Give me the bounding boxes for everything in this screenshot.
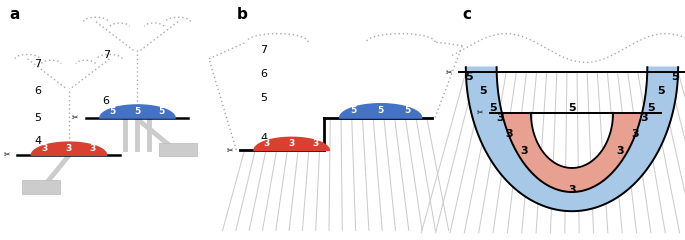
Text: 3: 3 bbox=[631, 129, 639, 139]
Text: 5: 5 bbox=[34, 113, 41, 123]
Text: 3: 3 bbox=[288, 139, 295, 148]
Polygon shape bbox=[466, 67, 678, 211]
Text: 7: 7 bbox=[260, 45, 267, 55]
Text: ✂: ✂ bbox=[476, 108, 483, 117]
Text: 5: 5 bbox=[568, 103, 576, 113]
FancyBboxPatch shape bbox=[159, 143, 197, 156]
Text: 5: 5 bbox=[377, 106, 384, 115]
Text: ✂: ✂ bbox=[226, 145, 233, 155]
Text: 5: 5 bbox=[260, 93, 267, 103]
Text: 4: 4 bbox=[34, 136, 41, 146]
Text: 3: 3 bbox=[312, 139, 319, 148]
Text: 3: 3 bbox=[520, 146, 528, 156]
Text: 6: 6 bbox=[260, 69, 267, 79]
Text: 5: 5 bbox=[671, 72, 679, 82]
Text: 5: 5 bbox=[489, 103, 497, 113]
Text: 6: 6 bbox=[103, 96, 110, 106]
Text: 5: 5 bbox=[134, 107, 140, 116]
Text: 5: 5 bbox=[110, 107, 116, 116]
Text: 5: 5 bbox=[403, 106, 410, 115]
Text: ✂: ✂ bbox=[3, 150, 10, 159]
Text: 5: 5 bbox=[647, 103, 655, 113]
Text: ✂: ✂ bbox=[72, 113, 79, 122]
Text: 7: 7 bbox=[103, 50, 110, 60]
Text: 3: 3 bbox=[640, 113, 648, 123]
Text: 3: 3 bbox=[90, 144, 96, 153]
Text: 3: 3 bbox=[496, 113, 504, 123]
Text: b: b bbox=[236, 7, 247, 22]
Text: 5: 5 bbox=[657, 86, 665, 96]
Text: 3: 3 bbox=[568, 185, 576, 195]
Text: 5: 5 bbox=[158, 107, 164, 116]
FancyBboxPatch shape bbox=[22, 180, 60, 193]
Text: a: a bbox=[9, 7, 19, 22]
Text: 3: 3 bbox=[264, 139, 270, 148]
Text: 3: 3 bbox=[41, 144, 47, 153]
Text: 4: 4 bbox=[260, 133, 267, 143]
Text: 5: 5 bbox=[350, 106, 357, 115]
Text: 3: 3 bbox=[505, 129, 513, 139]
Text: c: c bbox=[462, 7, 471, 22]
Text: ✂: ✂ bbox=[445, 67, 452, 77]
Polygon shape bbox=[502, 113, 642, 192]
Text: 6: 6 bbox=[34, 86, 41, 96]
Text: 7: 7 bbox=[34, 59, 41, 69]
Text: 5: 5 bbox=[465, 72, 473, 82]
Text: 5: 5 bbox=[479, 86, 487, 96]
Text: 3: 3 bbox=[65, 144, 72, 153]
Text: 3: 3 bbox=[616, 146, 624, 156]
